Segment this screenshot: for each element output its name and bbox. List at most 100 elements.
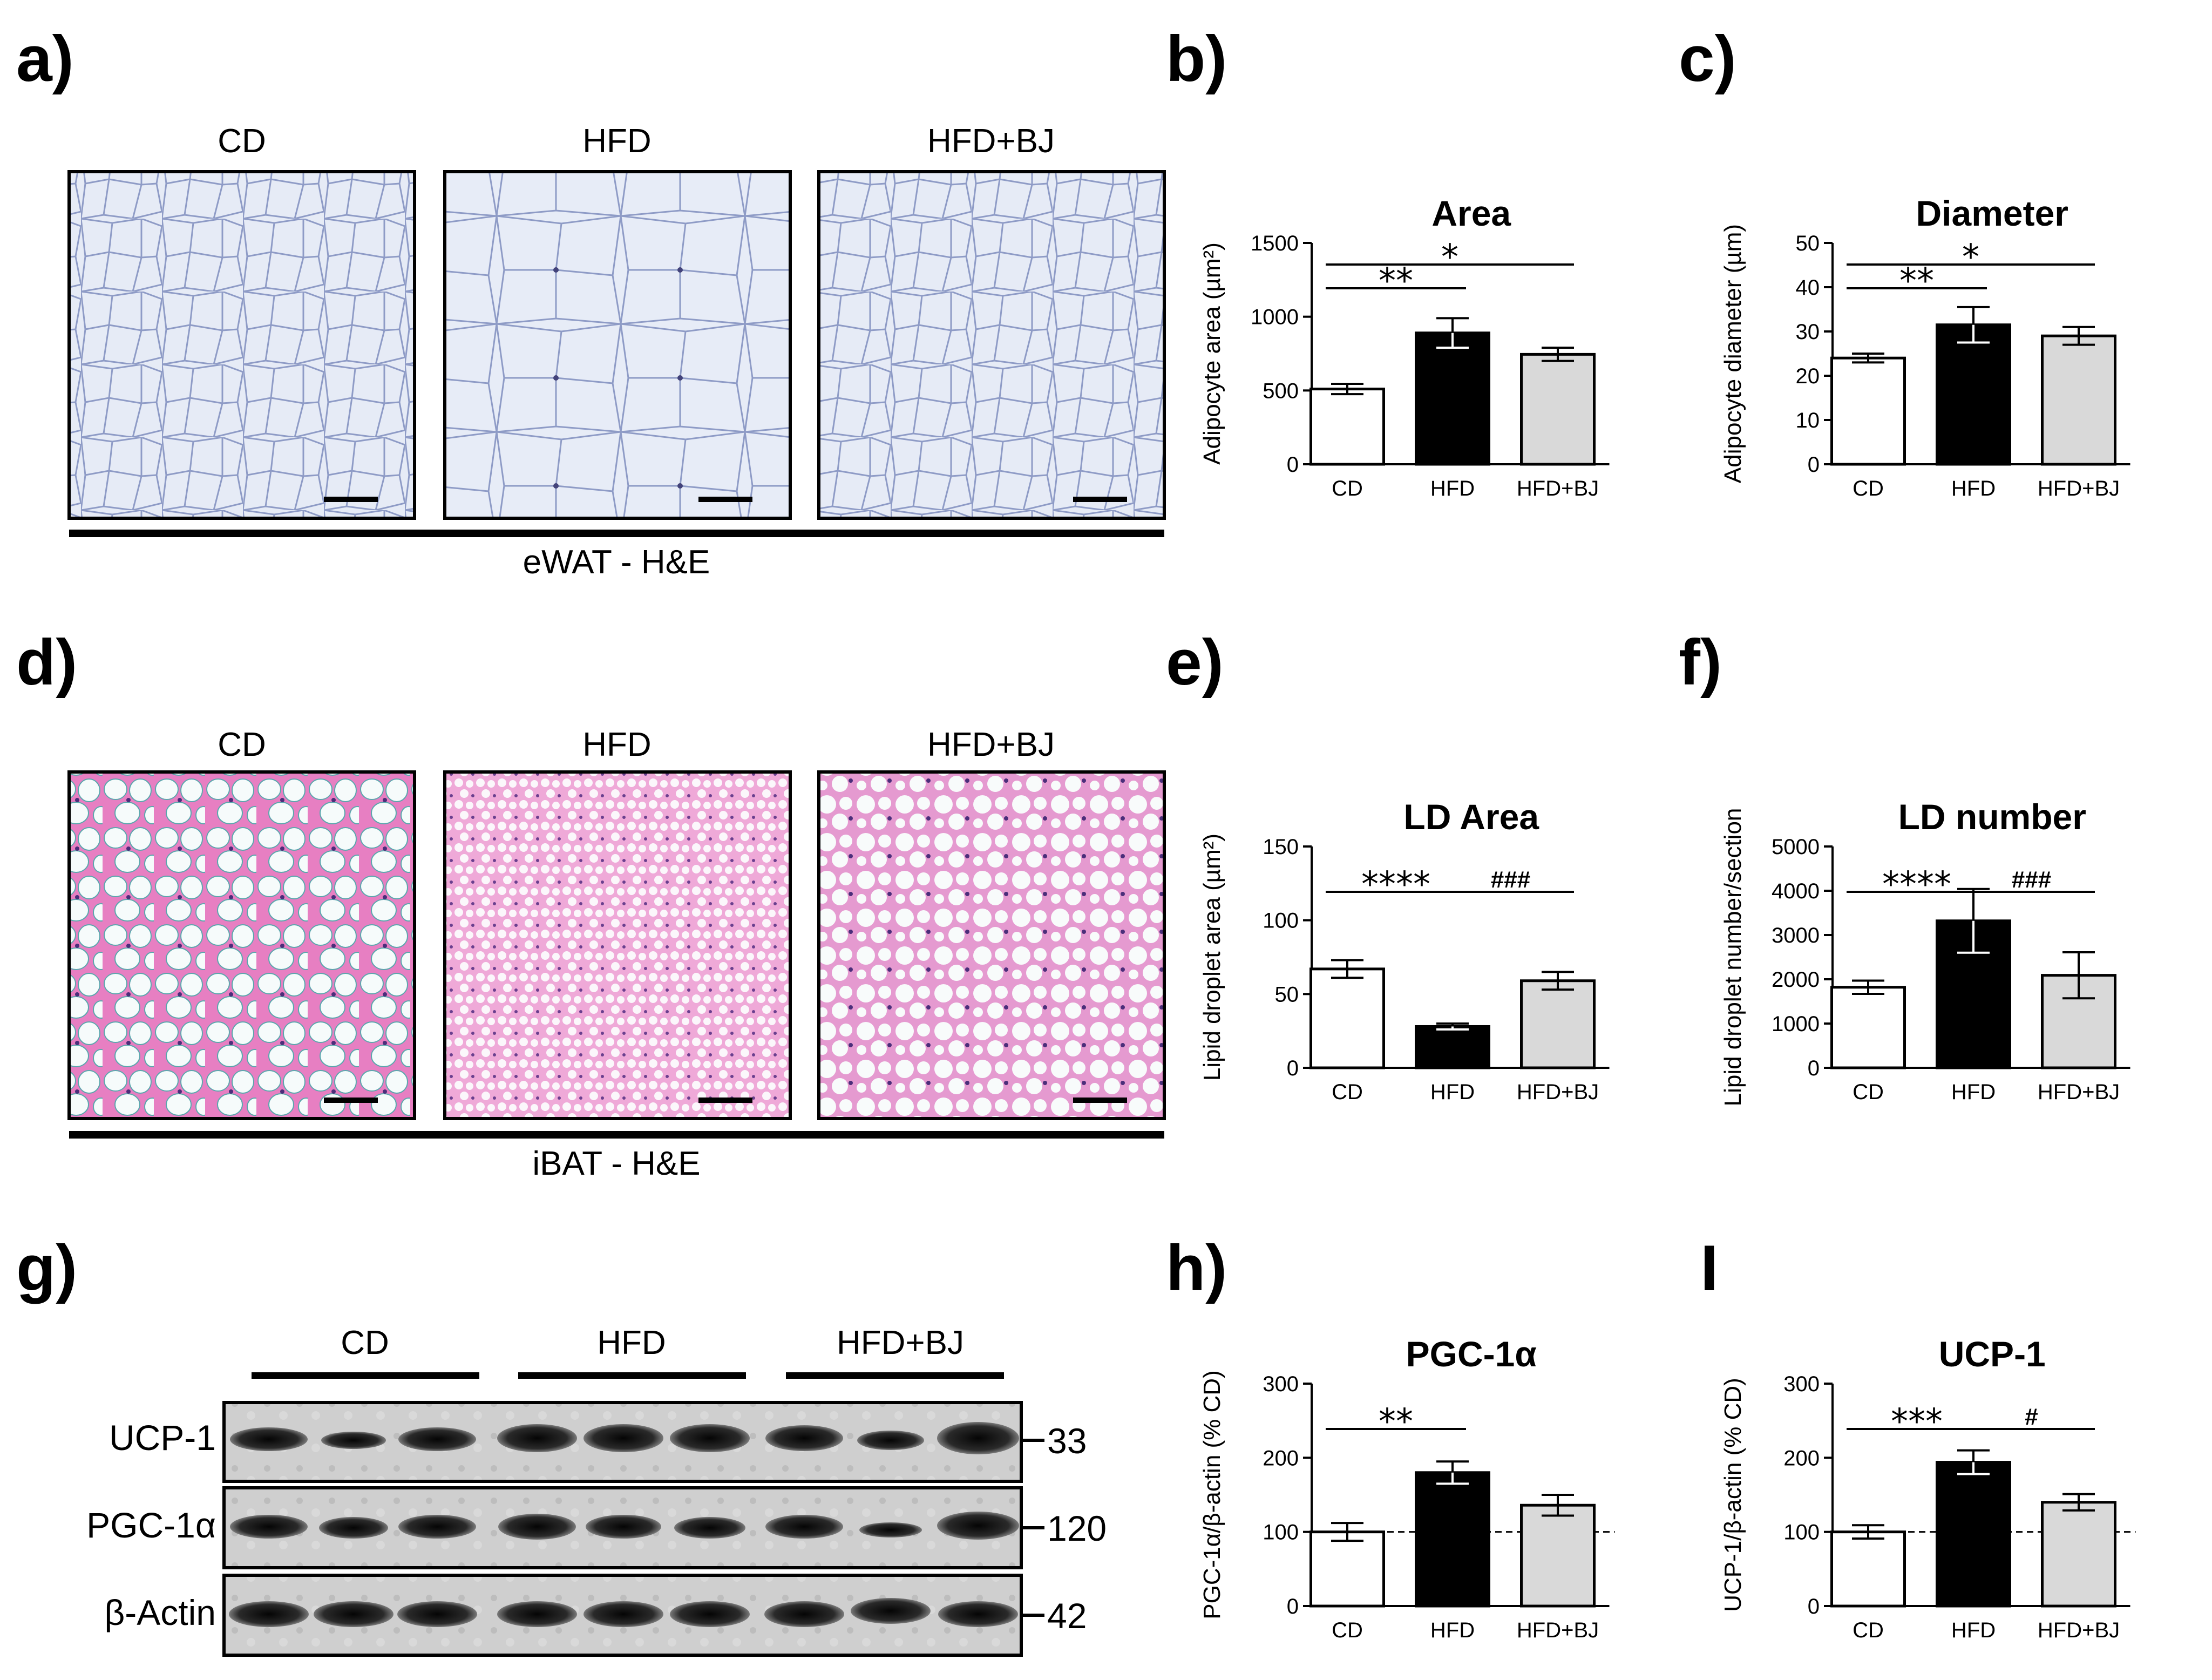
y-tick-label: 300 [1783, 1372, 1820, 1396]
chart-title: LD Area [1403, 797, 1539, 837]
bar-cd [1309, 1530, 1385, 1608]
bar-hfd [1415, 1025, 1490, 1069]
significance-marker: ### [1491, 866, 1530, 893]
chart-title: Diameter [1916, 193, 2068, 233]
chart-title: PGC-1α [1406, 1334, 1537, 1374]
panel-g-label: g) [16, 1232, 77, 1304]
blot-kda-ucp1: 33 [1047, 1421, 1087, 1461]
y-tick-label: 100 [1783, 1521, 1820, 1544]
y-tick-label: 50 [1275, 983, 1299, 1006]
x-tick-label: CD [1332, 477, 1363, 500]
significance-marker: # [2025, 1404, 2038, 1430]
ewat-image-cd [67, 170, 416, 520]
bar-cd [1830, 986, 1906, 1069]
bar-cd [1830, 356, 1906, 466]
x-tick-label: HFD [1951, 1080, 1996, 1104]
blot-row-label-ucp1: UCP-1 [109, 1418, 216, 1458]
panel-c-label: c) [1679, 23, 1736, 95]
bar-cd [1830, 1530, 1906, 1608]
chart-title: UCP-1 [1939, 1334, 2046, 1374]
chart-e: e) LD Area 0 50 100 150 Lipid droplet area (µm… [1166, 626, 1610, 1104]
panel-g-western-blot: g) CD HFD HFD+BJ UCP-1 33 PGC-1α [16, 1232, 1107, 1657]
panel-d-group-cd: CD [218, 726, 266, 763]
blot-row-label-beta-actin: β-Actin [104, 1593, 216, 1632]
y-tick-label: 300 [1263, 1372, 1299, 1396]
panel-d-caption: iBAT - H&E [532, 1145, 700, 1182]
panel-a-group-hfd-bj: HFD+BJ [927, 123, 1055, 160]
y-tick-label: 20 [1796, 364, 1820, 388]
x-tick-label: HFD+BJ [2038, 1080, 2120, 1104]
x-tick-label: CD [1853, 1080, 1884, 1104]
panel-h-label: h) [1166, 1232, 1227, 1304]
y-tick-label: 100 [1263, 909, 1299, 933]
y-axis-label: Lipid droplet area (µm²) [1199, 834, 1225, 1081]
x-tick-label: HFD+BJ [2038, 1618, 2120, 1642]
chart-h: h) PGC-1α 0 100 200 300 PGC-1α/β-actin (% CD) C… [1166, 1232, 1615, 1642]
panel-a-histology: a) CD HFD HFD+BJ eWAT - H&E [16, 23, 1166, 581]
x-tick-label: HFD+BJ [1517, 1080, 1599, 1104]
significance-marker: **** [1361, 865, 1430, 905]
ewat-image-hfd [443, 170, 792, 520]
y-tick-label: 0 [1808, 1595, 1820, 1618]
chart-c: c) Diameter 0 10 20 30 40 50 Adipocyte diameter … [1679, 23, 2130, 500]
x-tick-label: HFD [1951, 1618, 1996, 1642]
panel-a-group-cd: CD [218, 123, 266, 160]
y-axis-label: UCP-1/β-actin (% CD) [1720, 1378, 1746, 1612]
x-tick-label: HFD+BJ [1517, 477, 1599, 500]
x-tick-label: HFD+BJ [1517, 1618, 1599, 1642]
y-tick-label: 0 [1287, 453, 1299, 477]
y-tick-label: 1000 [1251, 306, 1299, 329]
y-tick-label: 0 [1287, 1056, 1299, 1080]
bar-hfd [1415, 331, 1490, 466]
significance-marker: *** [1891, 1402, 1943, 1442]
blot-group-cd: CD [341, 1324, 389, 1361]
significance-marker: ** [1899, 261, 1934, 301]
y-tick-label: 2000 [1772, 968, 1820, 992]
panel-a-label: a) [16, 23, 74, 95]
y-axis-label: Adipocyte diameter (µm) [1720, 224, 1746, 483]
y-tick-label: 3000 [1772, 924, 1820, 947]
x-tick-label: CD [1853, 1618, 1884, 1642]
x-tick-label: HFD [1951, 477, 1996, 500]
panel-i-label: I [1700, 1232, 1718, 1304]
ibat-image-cd [67, 770, 416, 1120]
panel-d-label: d) [16, 626, 77, 699]
y-tick-label: 1000 [1772, 1012, 1820, 1036]
y-tick-label: 100 [1263, 1521, 1299, 1544]
y-tick-label: 500 [1263, 379, 1299, 403]
blot-strip-pgc1a [222, 1486, 1023, 1569]
x-tick-label: CD [1853, 477, 1884, 500]
bar-hfd [1415, 1471, 1490, 1608]
significance-marker: * [1441, 238, 1458, 277]
bar-hfd-bj [2041, 334, 2116, 466]
y-tick-label: 200 [1263, 1446, 1299, 1470]
blot-group-hfd: HFD [597, 1324, 666, 1361]
panel-b-label: b) [1166, 23, 1227, 95]
bar-hfd [1936, 1461, 2011, 1608]
y-tick-label: 50 [1796, 232, 1820, 255]
chart-i: I UCP-1 0 100 200 300 UCP-1/β-actin (% CD) CD HF… [1700, 1232, 2136, 1642]
blot-strip-ucp1 [222, 1401, 1023, 1483]
blot-strip-beta-actin [222, 1574, 1023, 1657]
y-tick-label: 0 [1808, 453, 1820, 477]
panel-d-group-hfd: HFD [582, 726, 651, 763]
x-tick-label: HFD+BJ [2038, 477, 2120, 500]
panel-f-label: f) [1679, 626, 1722, 699]
panel-a-group-hfd: HFD [582, 123, 651, 160]
y-tick-label: 0 [1808, 1056, 1820, 1080]
panel-e-label: e) [1166, 626, 1224, 699]
bar-hfd-bj [1520, 353, 1596, 466]
x-tick-label: CD [1332, 1618, 1363, 1642]
y-tick-label: 200 [1783, 1446, 1820, 1470]
x-tick-label: CD [1332, 1080, 1363, 1104]
blot-kda-beta-actin: 42 [1047, 1596, 1087, 1636]
x-tick-label: HFD [1430, 1618, 1475, 1642]
ibat-image-hfd [443, 770, 792, 1120]
blot-row-label-pgc1a: PGC-1α [86, 1505, 216, 1545]
significance-marker: * [1962, 238, 1979, 277]
bar-hfd-bj [2041, 1501, 2116, 1608]
y-tick-label: 4000 [1772, 879, 1820, 903]
significance-marker: ### [2012, 866, 2051, 893]
